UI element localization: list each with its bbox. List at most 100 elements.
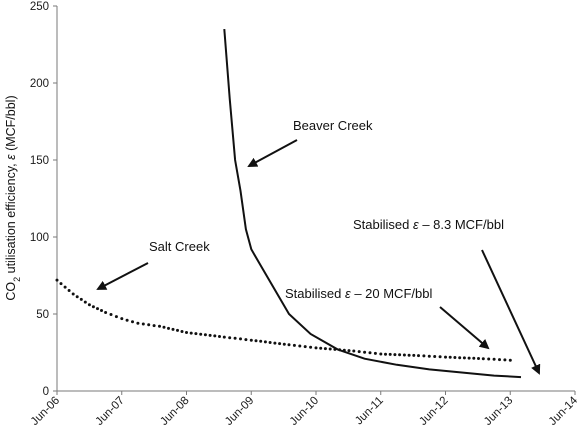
annotation-stabilised-20: Stabilised ε – 20 MCF/bbl <box>285 286 432 301</box>
series-dot <box>87 303 91 307</box>
y-tick-label: 50 <box>36 309 49 321</box>
series-dot <box>481 357 485 361</box>
series-dot <box>222 335 226 339</box>
series-dot <box>131 320 134 324</box>
series-dot <box>467 356 471 360</box>
series-dot <box>393 353 397 357</box>
x-tick-group: Jun-06 Jun-07 Jun-08 Jun-09 Jun-10 Jun-11 Jun-… <box>29 391 581 428</box>
series-dot <box>309 345 313 349</box>
series-dot <box>458 356 462 360</box>
series-dot <box>249 338 253 342</box>
series-dot <box>328 347 332 351</box>
series-dot <box>427 354 431 358</box>
series-dot <box>498 358 501 362</box>
x-tick-label: Jun-06 <box>29 395 62 428</box>
series-dot <box>292 343 296 347</box>
series-dot <box>233 336 237 340</box>
series-dot <box>158 324 161 328</box>
series-dot <box>59 282 63 286</box>
series-dot <box>55 278 59 282</box>
series-dot <box>412 353 416 357</box>
series-dot <box>180 330 184 333</box>
series-dot <box>417 354 420 358</box>
series-dot <box>379 352 383 356</box>
series-dot <box>453 356 457 359</box>
series-dot <box>373 351 377 355</box>
series-dot <box>71 292 75 296</box>
series-dot <box>239 337 242 341</box>
series-dot <box>319 346 323 350</box>
series-dot <box>109 313 113 316</box>
series-dot <box>136 321 140 325</box>
series-dot <box>438 355 442 359</box>
series-dot <box>141 322 145 326</box>
series-dot <box>96 307 99 311</box>
series-dot <box>303 345 307 349</box>
series-dot <box>162 325 166 329</box>
series-dot <box>185 331 188 334</box>
annotation-stabilised-8: Stabilised ε – 8.3 MCF/bbl <box>353 217 504 232</box>
x-tick-label: Jun-08 <box>158 395 191 428</box>
series-dot <box>363 350 367 354</box>
series-dot <box>100 309 103 312</box>
series-dot <box>268 341 272 344</box>
series-dot <box>75 295 79 299</box>
x-tick-label: Jun-14 <box>547 394 581 428</box>
series-dot <box>208 333 212 337</box>
series-dot <box>67 289 71 292</box>
series-dot <box>189 331 193 335</box>
y-tick-label: 100 <box>30 232 49 244</box>
series-dot <box>254 339 258 343</box>
series-dot <box>477 357 480 360</box>
annotation-arrow-stabilised-8 <box>481 249 541 375</box>
x-tick-label: Jun-07 <box>94 395 127 428</box>
series-dot <box>278 342 282 346</box>
series-dot <box>176 328 179 332</box>
series-dot <box>91 305 95 309</box>
y-tick-label: 200 <box>30 78 49 90</box>
series-dot <box>333 347 337 351</box>
x-tick-label: Jun-09 <box>223 395 256 428</box>
x-tick-label: Jun-10 <box>288 395 321 428</box>
series-dot <box>298 344 302 348</box>
series-dot <box>314 346 318 350</box>
series-dot <box>259 339 263 343</box>
series-dot <box>125 318 129 322</box>
series-dot <box>79 297 83 301</box>
series-dot <box>357 350 361 354</box>
series-dot <box>492 357 496 361</box>
series-dot <box>199 332 203 336</box>
series-dot <box>244 338 248 342</box>
series-dot <box>462 356 466 360</box>
series-dot <box>287 343 291 347</box>
x-tick-label: Jun-11 <box>353 395 386 428</box>
series-dot <box>398 353 402 357</box>
series-dot <box>104 311 108 314</box>
series-dot <box>342 348 346 352</box>
series-dot <box>472 356 476 360</box>
x-tick-label: Jun-13 <box>482 395 515 428</box>
series-dot <box>171 327 175 331</box>
y-tick-label: 0 <box>43 386 49 398</box>
annotation-salt-creek: Salt Creek <box>149 239 210 254</box>
series-dot <box>402 353 406 357</box>
y-tick-label: 250 <box>30 1 49 13</box>
series-dot <box>218 335 221 338</box>
series-dot <box>323 347 327 351</box>
x-tick-label: Jun-12 <box>417 395 450 428</box>
series-dot <box>152 324 156 328</box>
series-dot <box>388 352 392 356</box>
series-dot <box>114 315 118 319</box>
series-dots-salt-creek <box>55 278 512 362</box>
series-dot <box>448 355 452 359</box>
series-dot <box>147 323 151 327</box>
series-dot <box>203 333 207 337</box>
series-dot <box>120 317 124 321</box>
y-tick-group: 0 50 100 150 200 250 <box>30 1 57 398</box>
series-dot <box>352 349 356 353</box>
series-dot <box>63 285 67 289</box>
annotation-beaver-creek: Beaver Creek <box>293 118 373 133</box>
series-dot <box>487 357 491 361</box>
series-dot <box>347 349 351 353</box>
